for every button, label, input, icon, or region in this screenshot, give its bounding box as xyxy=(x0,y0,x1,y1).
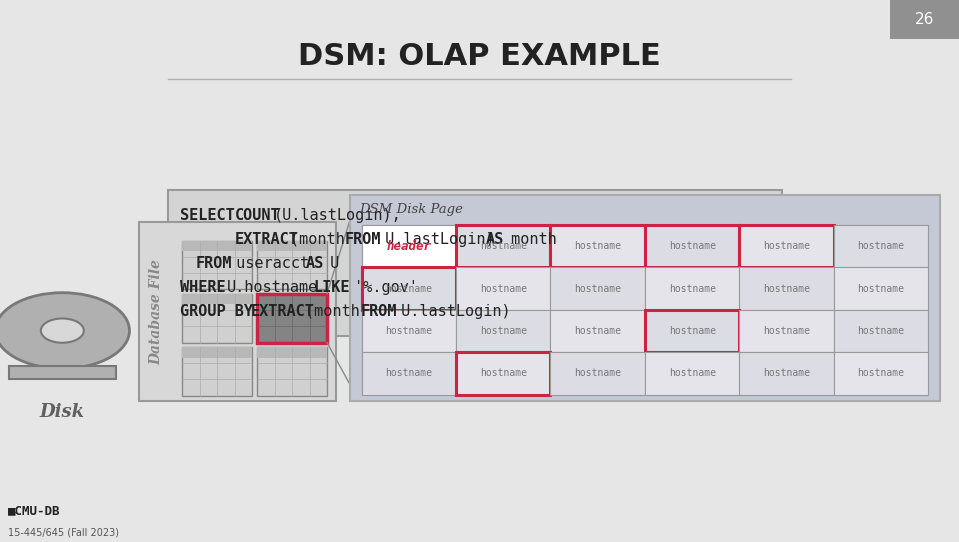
Text: hostname: hostname xyxy=(668,326,715,336)
Bar xyxy=(362,225,456,267)
Text: hostname: hostname xyxy=(763,283,810,294)
Text: hostname: hostname xyxy=(574,326,621,336)
Bar xyxy=(362,267,456,310)
Text: FROM: FROM xyxy=(344,231,381,247)
Bar xyxy=(257,241,327,251)
Bar xyxy=(362,225,928,395)
Text: (month: (month xyxy=(305,304,369,319)
FancyBboxPatch shape xyxy=(168,190,782,336)
Bar xyxy=(182,294,252,343)
Text: FROM: FROM xyxy=(196,256,232,270)
Text: SELECT: SELECT xyxy=(180,208,244,223)
Bar xyxy=(833,310,928,352)
Text: hostname: hostname xyxy=(574,241,621,251)
Text: EXTRACT: EXTRACT xyxy=(250,304,315,319)
Bar xyxy=(456,352,550,395)
Bar xyxy=(257,347,327,358)
Text: hostname: hostname xyxy=(763,369,810,378)
Text: hostname: hostname xyxy=(480,283,526,294)
Bar xyxy=(833,267,928,310)
Text: U.hostname: U.hostname xyxy=(227,280,318,295)
Bar xyxy=(182,241,252,251)
Bar xyxy=(226,279,307,293)
Bar xyxy=(362,352,456,395)
Text: (U.lastLogin),: (U.lastLogin), xyxy=(274,208,402,223)
Text: hostname: hostname xyxy=(480,241,526,251)
Text: (month: (month xyxy=(290,231,354,247)
Bar xyxy=(739,267,833,310)
Bar xyxy=(644,267,739,310)
Bar xyxy=(362,310,456,352)
Bar xyxy=(182,347,252,358)
Bar xyxy=(257,294,327,343)
Bar xyxy=(456,225,550,267)
Bar xyxy=(550,267,644,310)
Bar xyxy=(644,310,739,352)
FancyBboxPatch shape xyxy=(350,195,940,401)
Text: 15-445/645 (Fall 2023): 15-445/645 (Fall 2023) xyxy=(8,528,119,538)
Circle shape xyxy=(0,293,129,369)
Bar xyxy=(833,352,928,395)
Text: hostname: hostname xyxy=(668,241,715,251)
Text: AS: AS xyxy=(486,231,504,247)
Text: WHERE: WHERE xyxy=(180,280,225,295)
Bar xyxy=(9,366,116,379)
Text: hostname: hostname xyxy=(386,369,433,378)
Bar xyxy=(182,294,252,305)
Circle shape xyxy=(41,319,83,343)
Text: hostname: hostname xyxy=(480,326,526,336)
Bar xyxy=(644,225,739,267)
Bar xyxy=(257,347,327,396)
Text: LIKE: LIKE xyxy=(314,280,350,295)
Bar xyxy=(456,310,550,352)
Bar xyxy=(833,225,928,267)
Text: ■CMU-DB: ■CMU-DB xyxy=(8,505,60,518)
Text: hostname: hostname xyxy=(574,283,621,294)
Text: hostname: hostname xyxy=(386,283,433,294)
Text: 26: 26 xyxy=(915,12,934,27)
Text: hostname: hostname xyxy=(574,369,621,378)
Text: EXTRACT: EXTRACT xyxy=(235,231,298,247)
Text: header: header xyxy=(386,240,432,253)
Bar xyxy=(182,241,252,289)
Text: hostname: hostname xyxy=(668,283,715,294)
Text: hostname: hostname xyxy=(857,369,904,378)
Text: AS: AS xyxy=(305,256,324,270)
Text: hostname: hostname xyxy=(668,369,715,378)
Text: '%.gov': '%.gov' xyxy=(344,280,418,295)
Bar xyxy=(550,352,644,395)
Text: hostname: hostname xyxy=(857,326,904,336)
Bar xyxy=(739,310,833,352)
Text: hostname: hostname xyxy=(763,326,810,336)
Bar xyxy=(456,267,550,310)
Text: COUNT: COUNT xyxy=(235,208,280,223)
Text: U: U xyxy=(321,256,339,270)
Text: FROM: FROM xyxy=(361,304,397,319)
Bar xyxy=(739,352,833,395)
Bar xyxy=(550,310,644,352)
Text: useracct: useracct xyxy=(227,256,318,270)
Text: month: month xyxy=(502,231,556,247)
Bar xyxy=(739,225,833,267)
Text: Database File: Database File xyxy=(150,259,163,365)
Text: hostname: hostname xyxy=(763,241,810,251)
Text: GROUP BY: GROUP BY xyxy=(180,304,253,319)
Text: U.lastLogin): U.lastLogin) xyxy=(392,304,510,319)
Text: Disk: Disk xyxy=(39,403,85,421)
Text: hostname: hostname xyxy=(857,241,904,251)
Bar xyxy=(890,0,959,39)
Bar xyxy=(644,352,739,395)
Text: DSM Disk Page: DSM Disk Page xyxy=(360,203,463,216)
Text: hostname: hostname xyxy=(480,369,526,378)
Bar xyxy=(182,347,252,396)
Text: U.lastLogin): U.lastLogin) xyxy=(376,231,503,247)
Text: hostname: hostname xyxy=(857,283,904,294)
Text: hostname: hostname xyxy=(386,326,433,336)
Bar xyxy=(550,225,644,267)
Bar xyxy=(139,222,336,401)
Text: DSM: OLAP EXAMPLE: DSM: OLAP EXAMPLE xyxy=(298,42,661,72)
Bar xyxy=(257,241,327,289)
